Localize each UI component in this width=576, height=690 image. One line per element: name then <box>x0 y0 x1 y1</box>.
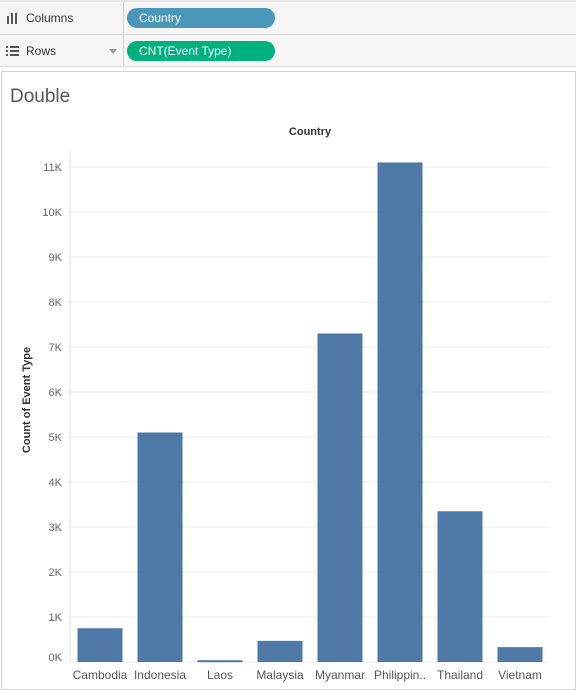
y-tick-label: 6K <box>49 387 63 399</box>
x-category-label: Thailand <box>437 668 483 682</box>
y-tick-label: 7K <box>49 342 63 354</box>
chevron-down-icon[interactable] <box>109 48 117 54</box>
bar-myanmar[interactable] <box>317 333 363 663</box>
y-tick-label: 5K <box>49 432 63 444</box>
columns-label-text: Columns <box>26 11 74 25</box>
rows-label-text: Rows <box>26 43 57 58</box>
rows-shelf-label: Rows <box>0 35 124 66</box>
y-tick-label: 2K <box>49 567 63 579</box>
columns-shelf-label: Columns <box>0 2 124 34</box>
x-category-label: Vietnam <box>498 668 542 682</box>
y-tick-label: 1K <box>49 612 63 624</box>
y-tick-label: 8K <box>49 297 63 309</box>
columns-shelf[interactable]: Columns Country <box>0 2 576 35</box>
y-tick-label: 11K <box>43 162 62 174</box>
bar-malaysia[interactable] <box>257 640 303 662</box>
x-category-label: Cambodia <box>73 668 128 682</box>
cnt-event-type-pill[interactable]: CNT(Event Type) <box>127 41 275 61</box>
columns-icon <box>6 12 20 24</box>
y-tick-label: 0K <box>49 652 63 664</box>
sheet-title: Double <box>10 86 71 107</box>
x-category-label: Laos <box>207 668 233 682</box>
bar-vietnam[interactable] <box>497 647 543 662</box>
x-category-label: Indonesia <box>134 668 186 682</box>
country-pill[interactable]: Country <box>127 8 275 28</box>
bar-laos[interactable] <box>197 660 243 663</box>
bar-indonesia[interactable] <box>137 432 183 663</box>
x-category-label: Myanmar <box>315 668 365 682</box>
y-tick-label: 10K <box>42 207 62 219</box>
y-tick-label: 3K <box>49 522 63 534</box>
rows-shelf[interactable]: Rows CNT(Event Type) <box>0 35 576 67</box>
top-divider <box>0 0 576 2</box>
rows-icon <box>6 45 20 57</box>
y-tick-label: 4K <box>49 477 63 489</box>
y-axis-title: Count of Event Type <box>21 347 33 453</box>
bar-philippin[interactable] <box>377 162 423 663</box>
x-category-label: Malaysia <box>256 668 304 682</box>
y-tick-label: 9K <box>49 252 63 264</box>
bar-cambodia[interactable] <box>77 628 123 662</box>
chart-title: Country <box>289 126 332 138</box>
bar-thailand[interactable] <box>437 511 483 662</box>
x-category-label: Philippin.. <box>374 668 426 682</box>
